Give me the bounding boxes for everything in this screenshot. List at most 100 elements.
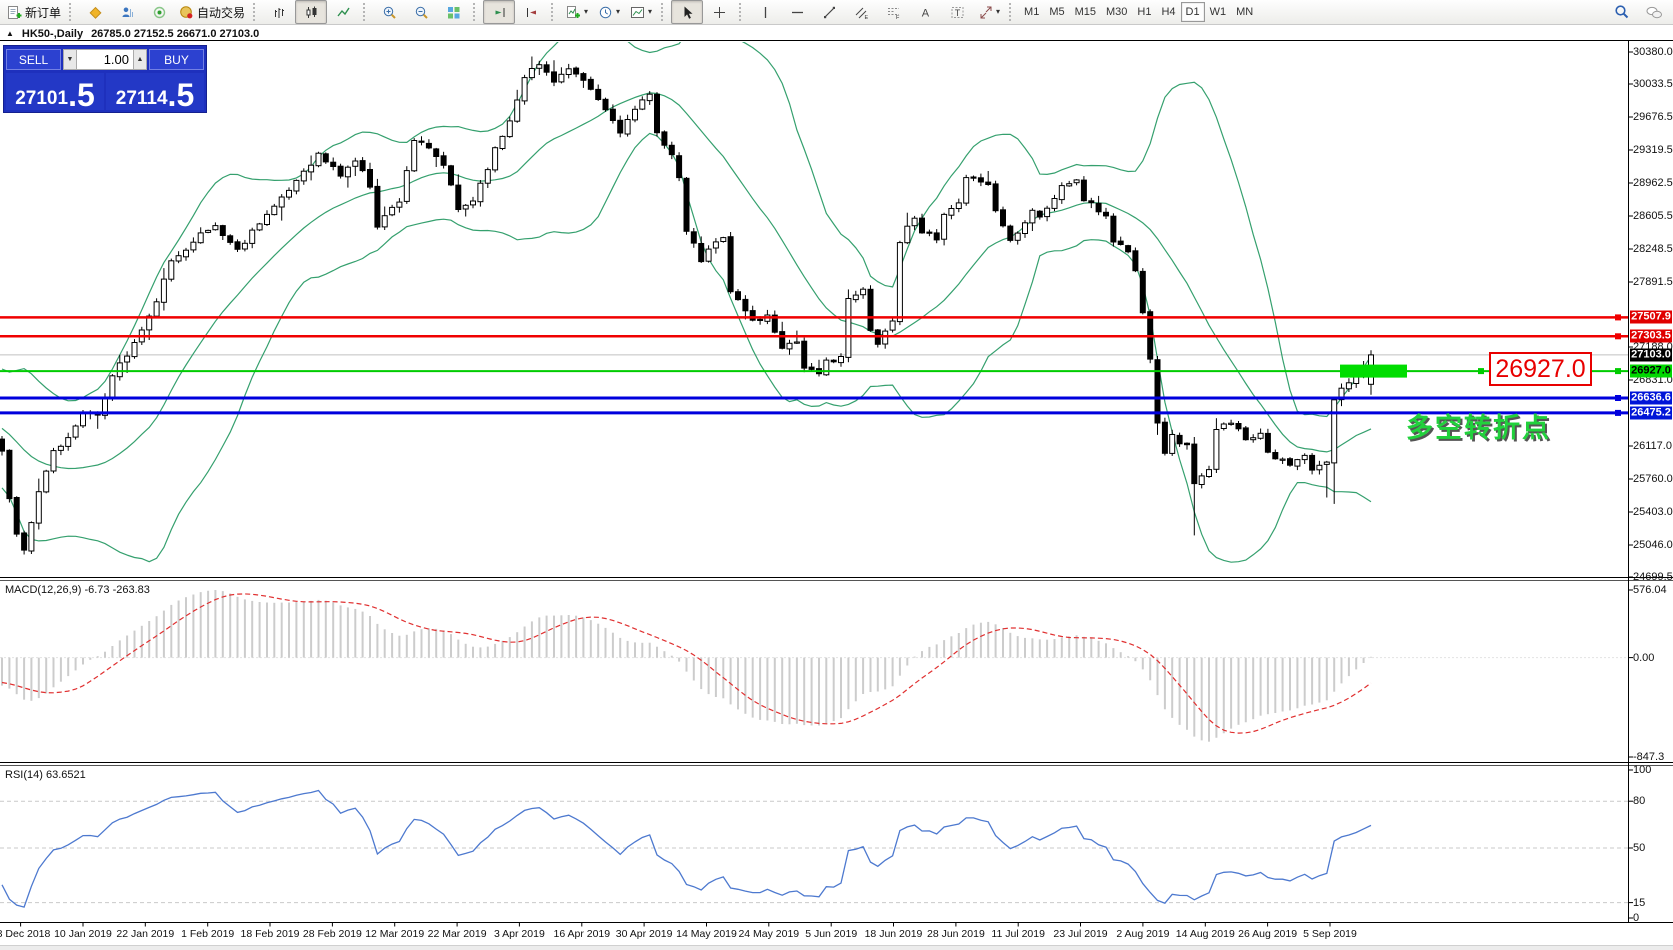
- macd-signal-line: [1, 593, 1372, 734]
- buy-price-main: 27114: [115, 88, 168, 109]
- channel-button[interactable]: E: [845, 0, 877, 24]
- label-icon: T: [951, 6, 964, 18]
- periods-button[interactable]: ▾: [593, 0, 625, 24]
- periods-clock-icon: [599, 6, 612, 18]
- tile-windows-button[interactable]: [437, 0, 469, 24]
- timeframe-H4[interactable]: H4: [1156, 2, 1180, 22]
- shapes-button[interactable]: ▾: [973, 0, 1005, 24]
- buy-price-frac: .5: [167, 76, 195, 113]
- new-order-icon: [8, 5, 22, 19]
- dropdown-caret-icon: ▾: [616, 7, 621, 16]
- profile-icon: [122, 7, 133, 17]
- bar-chart-button[interactable]: [263, 0, 295, 24]
- chart-ohlc-values: 26785.0 27152.5 26671.0 27103.0: [91, 27, 260, 40]
- crosshair-icon: [713, 6, 725, 18]
- toolbar-grip: [739, 3, 745, 21]
- svg-text:A: A: [921, 7, 929, 19]
- svg-text:E: E: [864, 15, 868, 20]
- volume-decrease-button[interactable]: ▼: [63, 49, 77, 70]
- toolbar: 新订单 自动交易: [0, 0, 1673, 25]
- toolbar-grip: [1009, 3, 1015, 21]
- candlestick-chart-button[interactable]: [295, 0, 328, 24]
- toolbar-grip: [551, 3, 557, 21]
- dropdown-caret-icon: ▾: [648, 7, 653, 16]
- gold-badge-button[interactable]: [79, 0, 111, 24]
- sell-price[interactable]: 27101 .5: [6, 73, 104, 111]
- buy-price[interactable]: 27114 .5: [106, 73, 204, 113]
- horizontal-line-icon: [791, 11, 803, 13]
- volume-spinner: ▼ ▲: [63, 49, 147, 70]
- timeframe-M15[interactable]: M15: [1070, 2, 1101, 22]
- cursor-button[interactable]: [671, 0, 704, 24]
- price-callout-label: 26927.0: [1489, 352, 1592, 386]
- candlestick-series: [0, 56, 1374, 555]
- autotrade-icon: [180, 5, 193, 18]
- chart-title-row: ▲ HK50-,Daily 26785.0 27152.5 26671.0 27…: [0, 26, 1673, 41]
- toolbar-grip: [661, 3, 667, 21]
- trendline-icon: [823, 6, 835, 18]
- timeframe-H1[interactable]: H1: [1132, 2, 1156, 22]
- dropdown-caret-icon: ▾: [584, 7, 589, 16]
- profile-button[interactable]: [111, 0, 143, 24]
- timeframe-M1[interactable]: M1: [1019, 2, 1044, 22]
- new-order-button[interactable]: 新订单: [3, 0, 65, 24]
- timeframe-W1[interactable]: W1: [1205, 2, 1232, 22]
- rsi-line: [1, 789, 1372, 908]
- timeframe-group: M1 M5 M15 M30 H1 H4 D1 W1 MN: [1019, 2, 1258, 22]
- text-button[interactable]: A: [909, 0, 941, 24]
- auto-trading-button[interactable]: 自动交易: [175, 0, 249, 24]
- crosshair-button[interactable]: [703, 0, 735, 24]
- dropdown-caret-icon: ▾: [996, 7, 1001, 16]
- sell-button[interactable]: SELL: [6, 49, 61, 70]
- indicators-button[interactable]: ▾: [561, 0, 593, 24]
- timeframe-M30[interactable]: M30: [1101, 2, 1132, 22]
- vertical-line-button[interactable]: [749, 0, 781, 24]
- one-click-trade-panel: SELL ▼ ▲ BUY 27101 .5 27114 .5: [3, 45, 207, 113]
- buy-button[interactable]: BUY: [149, 49, 204, 70]
- chart-shift-icon: [526, 7, 536, 17]
- fibonacci-button[interactable]: F: [877, 0, 909, 24]
- rsi-indicator-label: RSI(14) 63.6521: [5, 769, 86, 781]
- signals-button[interactable]: [143, 0, 175, 24]
- label-button[interactable]: T: [941, 0, 973, 24]
- timeframe-MN[interactable]: MN: [1231, 2, 1258, 22]
- timeframe-D1[interactable]: D1: [1180, 2, 1205, 22]
- toolbar-right-group: [1606, 0, 1670, 24]
- horizontal-line-button[interactable]: [781, 0, 813, 24]
- signals-icon: [153, 6, 165, 18]
- shapes-icon: [980, 6, 992, 18]
- text-icon: A: [921, 7, 929, 19]
- search-button[interactable]: [1606, 0, 1638, 24]
- zoom-in-button[interactable]: [373, 0, 405, 24]
- zoom-in-icon: [383, 6, 396, 19]
- bar-chart-icon: [274, 7, 284, 18]
- turning-point-annotation: 多空转折点: [1406, 413, 1551, 443]
- zoom-out-icon: [415, 6, 428, 19]
- volume-input[interactable]: [77, 49, 133, 70]
- macd-histogram: [1, 590, 1372, 742]
- auto-scroll-button[interactable]: [483, 0, 516, 24]
- auto-scroll-icon: [495, 7, 505, 17]
- line-chart-button[interactable]: [327, 0, 359, 24]
- trendline-button[interactable]: [813, 0, 845, 24]
- fibonacci-icon: F: [887, 7, 900, 20]
- toolbar-grip: [473, 3, 479, 21]
- chart-shift-button[interactable]: [515, 0, 547, 24]
- new-order-label: 新订单: [25, 5, 62, 20]
- toolbar-grip: [69, 3, 75, 21]
- vertical-line-icon: [764, 6, 766, 18]
- bollinger-bands: [1, 42, 1372, 563]
- window-bottom-strip: [0, 945, 1673, 950]
- candlestick-chart-icon: [306, 6, 317, 18]
- macd-indicator-label: MACD(12,26,9) -6.73 -263.83: [5, 584, 150, 596]
- toolbar-grip: [253, 3, 259, 21]
- auto-trading-label: 自动交易: [197, 5, 246, 20]
- zoom-out-button[interactable]: [405, 0, 437, 24]
- collapse-icon[interactable]: ▲: [6, 29, 14, 38]
- timeframe-M5[interactable]: M5: [1044, 2, 1069, 22]
- volume-increase-button[interactable]: ▲: [133, 49, 147, 70]
- chat-button[interactable]: [1638, 0, 1670, 24]
- templates-button[interactable]: ▾: [625, 0, 657, 24]
